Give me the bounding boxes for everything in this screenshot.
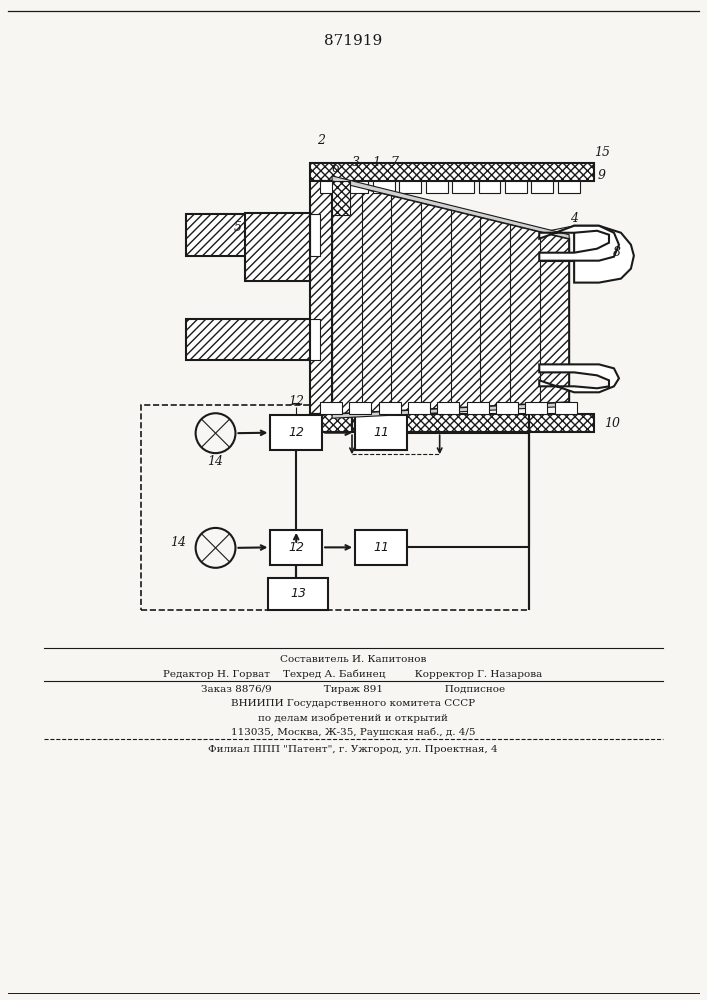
Bar [452,181,474,193]
Bar [355,530,407,565]
Text: 11: 11 [373,426,389,439]
Text: 15: 15 [594,146,610,159]
Bar [270,415,322,450]
Bar [269,578,328,610]
Bar [186,319,310,360]
Bar [531,181,553,193]
Text: 14: 14 [208,455,223,468]
Text: 1: 1 [372,156,380,169]
Bar [496,402,518,414]
Text: 12: 12 [288,426,304,439]
Bar [505,181,527,193]
Bar [141,405,530,610]
Text: 14: 14 [170,536,186,549]
Bar [355,415,407,450]
Bar [186,214,310,256]
Bar [373,181,395,193]
Text: Редактор Н. Горват    Техред А. Бабинец         Корректор Г. Назарова: Редактор Н. Горват Техред А. Бабинец Кор… [163,670,543,679]
Text: 6: 6 [332,162,340,175]
Bar [346,181,368,193]
Polygon shape [574,226,634,283]
Bar [479,181,501,193]
Bar [320,402,342,414]
Bar [320,181,342,193]
Text: по делам изобретений и открытий: по делам изобретений и открытий [258,713,448,723]
Text: 10: 10 [604,417,620,430]
Text: 12: 12 [288,395,304,408]
Bar [399,181,421,193]
Text: 3: 3 [352,156,360,169]
Bar [310,163,594,181]
Bar [245,213,310,281]
Bar [408,402,430,414]
Text: 13: 13 [290,587,306,600]
Text: 11: 11 [373,541,389,554]
Bar [426,181,448,193]
Text: ВНИИПИ Государственного комитета СССР: ВНИИПИ Государственного комитета СССР [231,699,475,708]
Polygon shape [539,364,619,392]
Bar [310,181,332,414]
Text: 12: 12 [288,541,304,554]
Polygon shape [332,181,569,414]
Bar [349,402,371,414]
Text: 2: 2 [317,134,325,147]
Text: Филиал ППП "Патент", г. Ужгород, ул. Проектная, 4: Филиал ППП "Патент", г. Ужгород, ул. Про… [208,745,498,754]
Polygon shape [332,402,569,418]
Bar [379,402,401,414]
Polygon shape [539,226,619,261]
Polygon shape [332,176,569,239]
Text: 113035, Москва, Ж-35, Раушская наб., д. 4/5: 113035, Москва, Ж-35, Раушская наб., д. … [230,727,475,737]
Text: Заказ 8876/9                Тираж 891                   Подписное: Заказ 8876/9 Тираж 891 Подписное [201,685,505,694]
Text: 7: 7 [391,156,399,169]
Bar [525,402,547,414]
Bar [467,402,489,414]
Bar [332,181,350,215]
Bar [310,319,320,360]
Bar [310,414,594,432]
Text: 5: 5 [233,221,242,234]
Text: 8: 8 [613,246,621,259]
Bar [438,402,460,414]
Bar [310,214,320,256]
Text: 4: 4 [570,212,578,225]
Text: Составитель И. Капитонов: Составитель И. Капитонов [280,655,426,664]
Bar [270,530,322,565]
Bar [555,402,577,414]
Text: 871919: 871919 [324,34,382,48]
Text: 9: 9 [598,169,606,182]
Bar [558,181,580,193]
